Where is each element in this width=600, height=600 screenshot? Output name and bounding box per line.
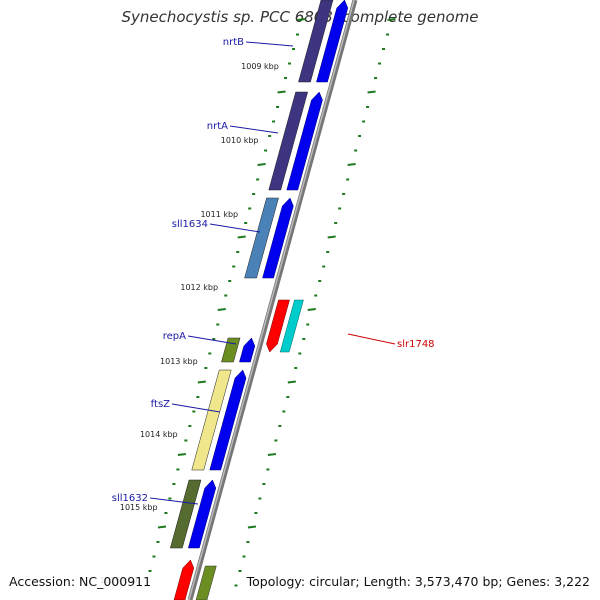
reverse-cds-block (279, 299, 304, 353)
cds-arrow (209, 369, 247, 471)
cds-arrow (187, 479, 217, 549)
gene-block (191, 369, 232, 471)
right-tick-mark (387, 18, 396, 21)
left-tick-mark (177, 453, 186, 456)
cds-arrow (286, 91, 323, 191)
right-tick-mark (287, 380, 296, 384)
left-tick-mark (277, 90, 286, 94)
gene-block (169, 479, 202, 549)
accession-text: Accession: NC_000911 (7, 574, 154, 589)
right-tick-mark (347, 163, 356, 166)
right-tick-mark (327, 235, 336, 239)
kbp-tick-label: 1014 kbp (140, 430, 178, 439)
gene-feature-ftsz[interactable] (191, 369, 247, 471)
gene-feature-slr1748[interactable] (266, 299, 304, 353)
left-tick-mark (257, 163, 266, 166)
reverse-gene-block (266, 299, 290, 353)
right-tick-mark (307, 308, 316, 311)
gene-label-slr1748[interactable]: slr1748 (397, 339, 435, 350)
gene-label-nrta[interactable]: nrtA (207, 121, 228, 132)
cds-arrow (239, 337, 256, 363)
left-tick-mark (237, 235, 246, 239)
gene-label-sll1632[interactable]: sll1632 (112, 493, 148, 504)
kbp-tick-label: 1010 kbp (221, 136, 259, 145)
kbp-tick-label: 1012 kbp (180, 283, 218, 292)
kbp-tick-label: 1015 kbp (120, 503, 158, 512)
gene-label-ftsz[interactable]: ftsZ (151, 399, 170, 410)
gene-label-leader (209, 223, 261, 233)
left-tick-mark (197, 380, 206, 384)
partial-block (173, 559, 195, 600)
gene-feature-sll1632[interactable] (169, 479, 217, 549)
gene-feature-partial (173, 559, 217, 600)
gene-label-nrtb[interactable]: nrtB (223, 37, 244, 48)
partial-block (195, 565, 217, 600)
kbp-tick-label: 1013 kbp (160, 357, 198, 366)
right-tick-mark (267, 453, 276, 456)
gene-block (244, 197, 279, 279)
cds-arrow (262, 197, 294, 279)
cds-arrow (316, 0, 349, 83)
right-tick-mark (367, 90, 376, 94)
gene-label-leader (347, 333, 396, 345)
backbone-track (187, 0, 358, 600)
gene-feature-repa[interactable] (221, 337, 256, 363)
backbone-track-highlight (188, 0, 355, 600)
left-tick-mark (297, 18, 306, 21)
gene-label-leader (245, 41, 294, 47)
map-title: Synechocystis sp. PCC 6803, complete gen… (121, 8, 479, 26)
left-tick-mark (217, 308, 226, 311)
gene-label-leader (187, 335, 237, 345)
gene-label-leader (171, 403, 221, 413)
gene-label-sll1634[interactable]: sll1634 (172, 219, 208, 230)
kbp-tick-label: 1009 kbp (241, 62, 279, 71)
gene-feature-nrta[interactable] (268, 91, 323, 191)
gene-block (298, 0, 334, 83)
gene-label-leader (229, 125, 279, 134)
gene-block (268, 91, 309, 191)
right-tick-mark (247, 525, 257, 529)
gene-label-repa[interactable]: repA (163, 331, 186, 342)
kbp-tick-label: 1011 kbp (200, 210, 238, 219)
topology-summary: Topology: circular; Length: 3,573,470 bp… (244, 574, 592, 589)
gene-label-leader (149, 497, 199, 505)
left-tick-mark (157, 525, 167, 529)
gene-feature-nrtb[interactable] (298, 0, 349, 83)
gene-feature-sll1634[interactable] (244, 197, 294, 279)
